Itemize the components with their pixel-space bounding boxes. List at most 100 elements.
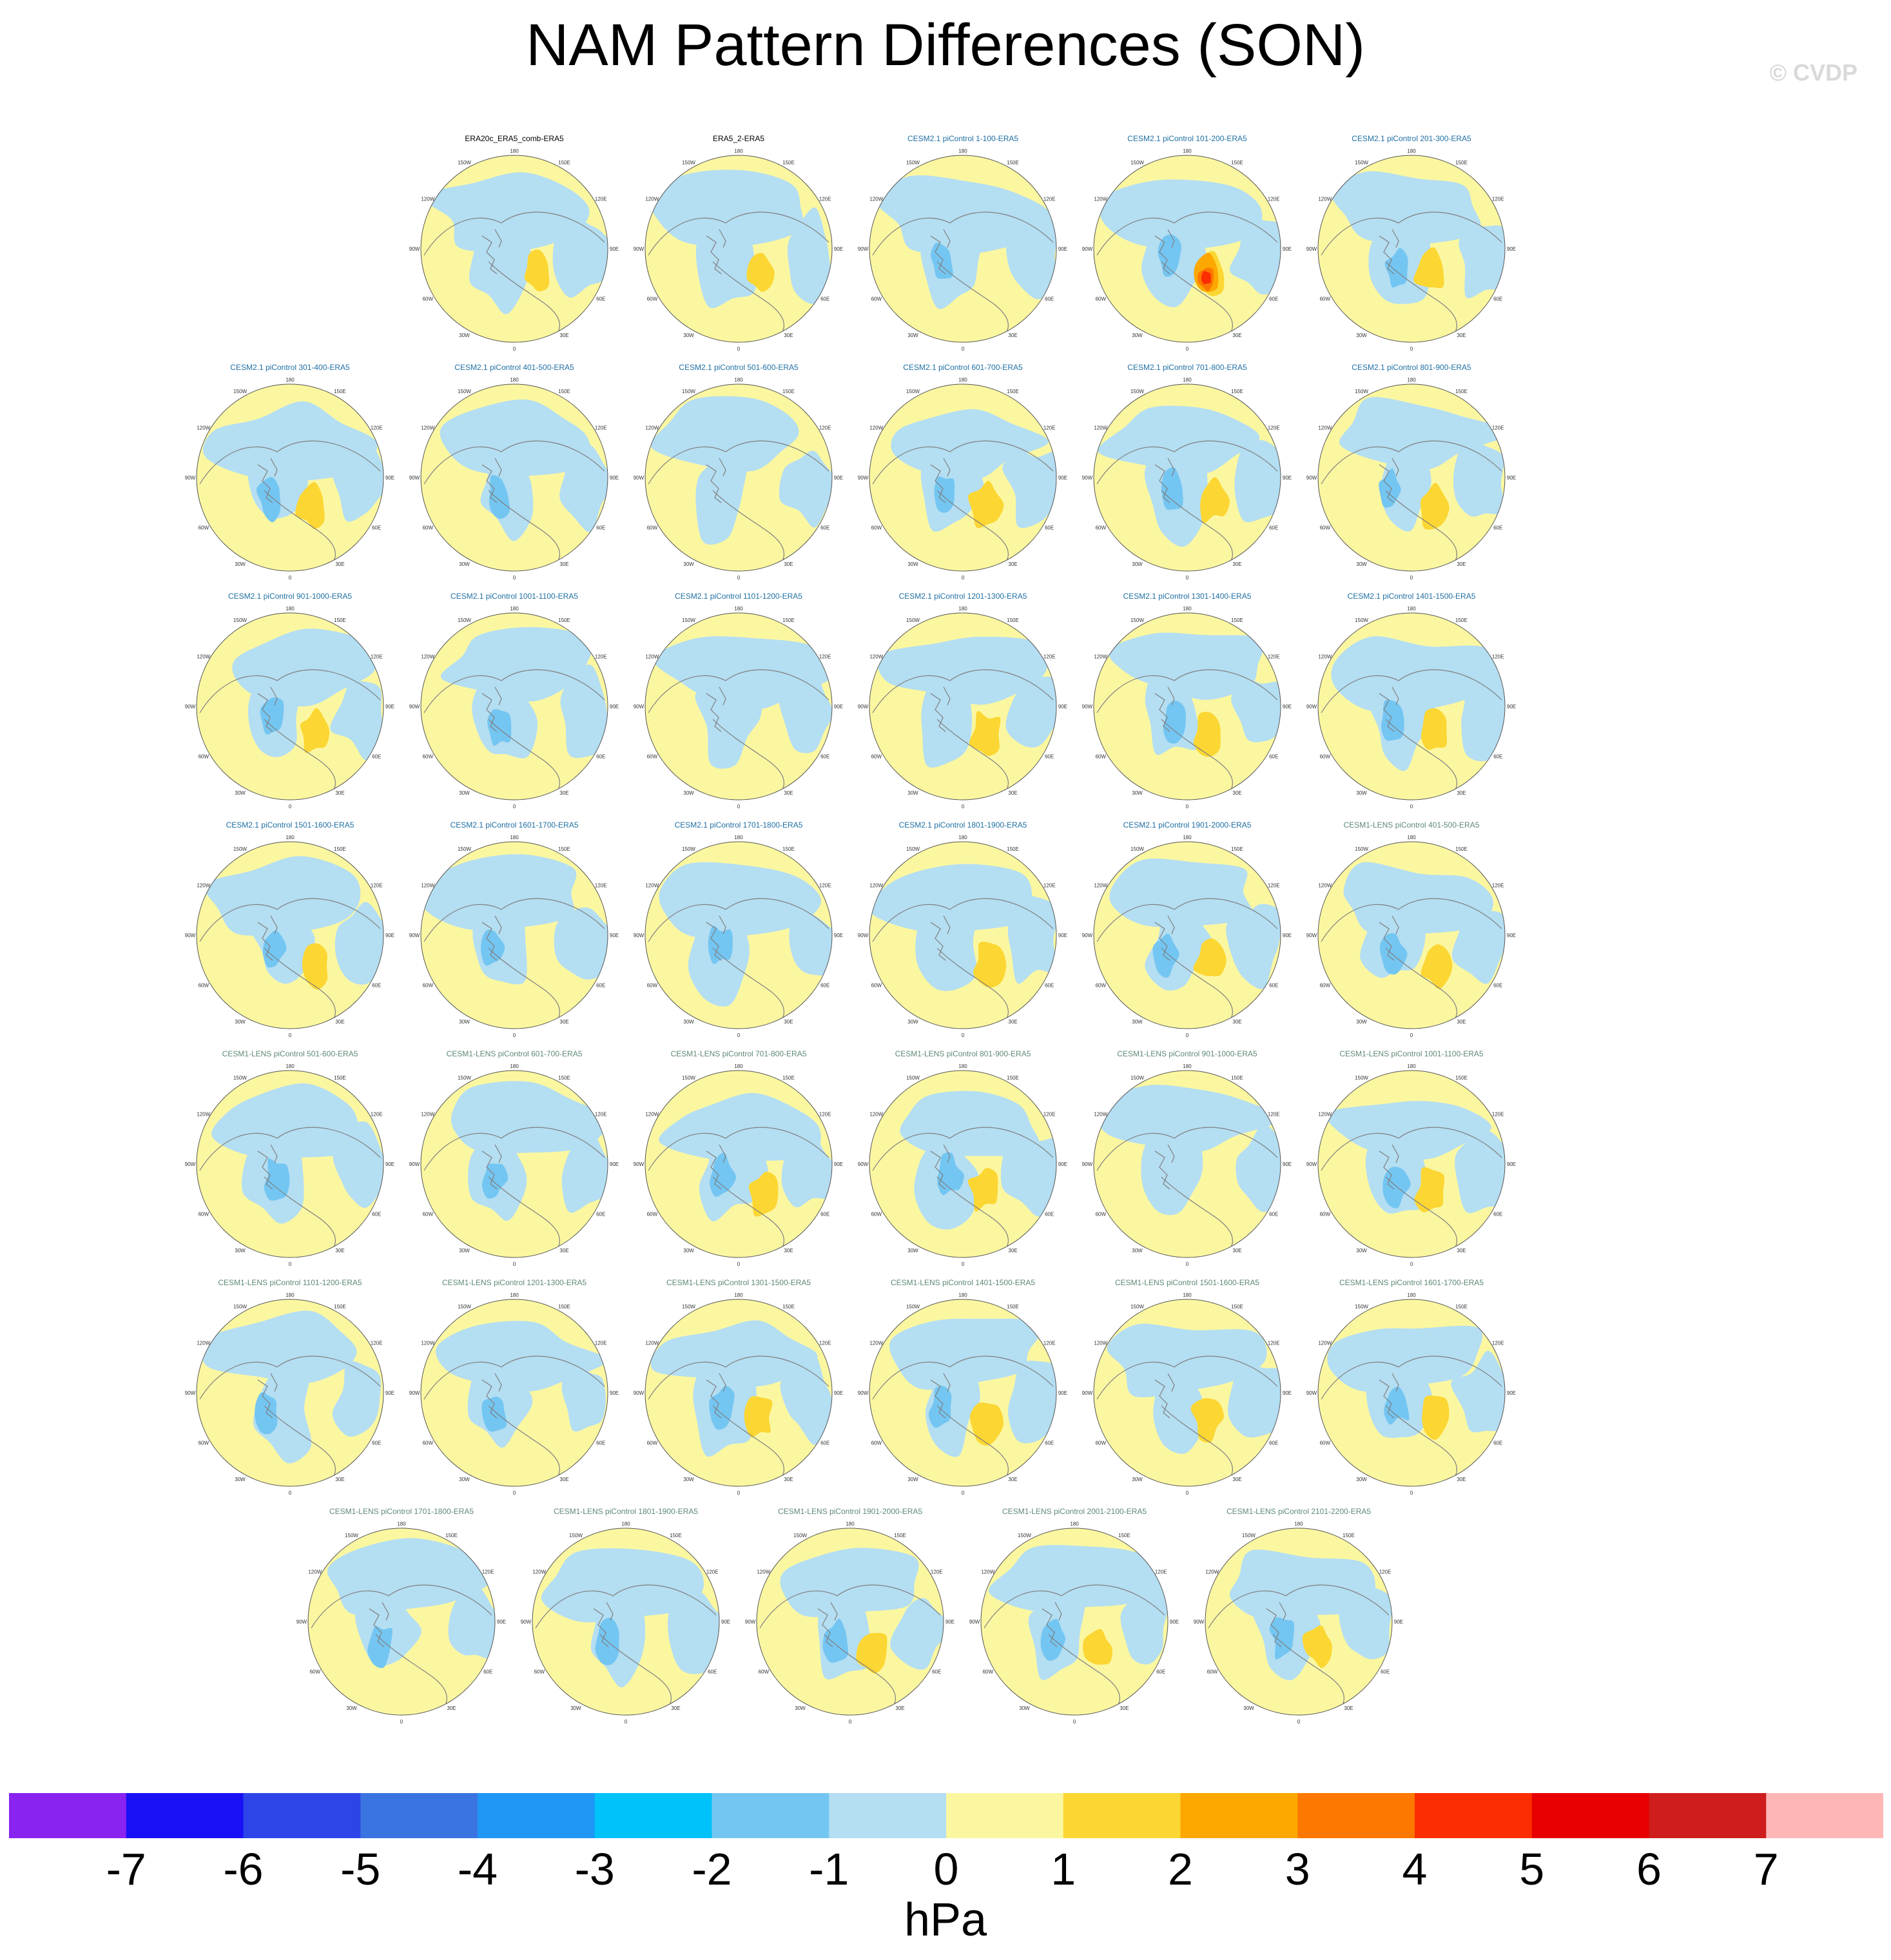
map-panel-title: CESM1-LENS piControl 1801-1900-ERA5: [553, 1507, 699, 1516]
longitude-label: 30E: [1232, 333, 1241, 338]
longitude-label: 60W: [423, 754, 434, 760]
longitude-label: 60W: [423, 1212, 434, 1218]
longitude-label: 90E: [1283, 704, 1292, 710]
map-panel-title: CESM1-LENS piControl 2001-2100-ERA5: [1002, 1507, 1147, 1516]
positive-anomaly-region: [295, 482, 325, 529]
longitude-label: 90E: [1283, 475, 1292, 481]
longitude-label: 60E: [1269, 983, 1278, 989]
positive-anomaly-region: [1420, 483, 1450, 530]
map-panel: CESM2.1 piControl 601-700-ERA5 180 150E 120…: [857, 363, 1069, 582]
negative-anomaly-region: [1002, 451, 1056, 529]
longitude-label: 150W: [458, 389, 471, 394]
longitude-label: 90W: [1082, 1161, 1093, 1167]
longitude-label: 120W: [645, 1112, 659, 1118]
arctic-islands: [1379, 1144, 1399, 1190]
arctic-islands: [706, 686, 726, 732]
negative-anomaly-region: [1451, 906, 1505, 984]
map-boundary: [869, 1070, 1057, 1258]
colorbar-swatch: [1766, 1793, 1883, 1838]
longitude-label: 60E: [708, 1669, 717, 1675]
coastline: [423, 211, 605, 256]
coastline: [1096, 1355, 1278, 1400]
longitude-label: 90E: [945, 1619, 955, 1625]
longitude-label: 90W: [1082, 475, 1093, 481]
negative-anomaly-region: [1234, 440, 1281, 523]
map-panel-title: CESM1-LENS piControl 601-700-ERA5: [446, 1049, 583, 1058]
longitude-label: 60E: [1381, 1669, 1390, 1675]
longitude-label: 120E: [482, 1569, 494, 1575]
map-panel: CESM1-LENS piControl 1901-2000-ERA5 180 15…: [744, 1507, 956, 1726]
longitude-label: 150W: [458, 1075, 471, 1081]
colorbar-tick-label: 2: [1168, 1844, 1193, 1894]
longitude-label: 0: [962, 1261, 965, 1267]
polar-map: 180 150E 120E 90E 60E 30E 0 30W 60W 90W 120W 150W: [296, 1521, 506, 1725]
longitude-label: 150E: [1231, 1075, 1243, 1081]
arctic-islands: [1379, 915, 1399, 961]
positive-anomaly-region: [524, 249, 550, 292]
arctic-islands: [930, 686, 951, 732]
arctic-islands: [481, 686, 502, 732]
longitude-label: 90W: [634, 475, 645, 481]
negative-anomaly-region: [920, 214, 984, 309]
longitude-label: 120W: [197, 1341, 210, 1346]
longitude-label: 60W: [647, 296, 658, 302]
negative-anomaly-region: [440, 626, 594, 702]
coastline: [1096, 898, 1278, 942]
longitude-label: 120E: [706, 1569, 719, 1575]
longitude-label: 30W: [459, 561, 470, 567]
longitude-label: 120E: [1043, 1341, 1056, 1346]
colorbar-tick-label: 5: [1519, 1844, 1545, 1894]
coastline: [936, 1176, 1009, 1255]
longitude-label: 120E: [1043, 197, 1056, 202]
map-boundary: [1093, 383, 1281, 572]
map-panel-title: CESM1-LENS piControl 1201-1300-ERA5: [441, 1278, 587, 1287]
longitude-label: 150W: [682, 160, 695, 166]
longitude-label: 0: [737, 346, 741, 352]
longitude-label: 120W: [869, 1112, 883, 1118]
longitude-label: 60W: [1320, 1441, 1331, 1446]
map-panel: CESM2.1 piControl 201-300-ERA5 180 150E 120…: [1305, 134, 1518, 353]
longitude-label: 120E: [1043, 1112, 1056, 1118]
arctic-islands: [930, 229, 951, 275]
longitude-label: 120W: [1318, 425, 1332, 431]
longitude-label: 120E: [371, 1341, 383, 1346]
longitude-label: 90E: [610, 475, 619, 481]
map-panel: CESM2.1 piControl 301-400-ERA5 180 150E 120…: [184, 363, 396, 582]
longitude-label: 150E: [334, 846, 346, 852]
longitude-label: 30E: [784, 1477, 793, 1482]
longitude-label: 60W: [1320, 754, 1331, 760]
longitude-label: 60E: [596, 296, 605, 302]
map-boundary: [756, 1528, 944, 1716]
longitude-label: 90E: [834, 475, 843, 481]
longitude-label: 60E: [372, 1441, 381, 1446]
longitude-label: 90W: [1082, 1390, 1093, 1396]
arctic-islands: [1379, 1373, 1399, 1419]
longitude-label: 60W: [310, 1669, 321, 1675]
longitude-label: 120W: [197, 654, 210, 660]
map-panel-title: CESM1-LENS piControl 1301-1500-ERA5: [666, 1278, 811, 1287]
negative-anomaly-region: [560, 665, 608, 758]
longitude-label: 90E: [610, 933, 619, 938]
negative-anomaly-region: [1141, 1125, 1203, 1216]
longitude-label: 150W: [906, 617, 920, 623]
longitude-label: 120W: [757, 1569, 770, 1575]
longitude-label: 60E: [1045, 754, 1054, 760]
longitude-label: 150E: [1231, 846, 1243, 852]
negative-anomaly-region: [451, 1081, 608, 1154]
longitude-label: 120E: [1492, 425, 1504, 431]
map-boundary: [420, 383, 608, 572]
negative-anomaly-region: [900, 1091, 1041, 1156]
map-panel: CESM1-LENS piControl 601-700-ERA5 180 150E…: [408, 1049, 621, 1268]
longitude-label: 30W: [1019, 1705, 1030, 1711]
longitude-label: 60W: [1096, 754, 1107, 760]
longitude-label: 90E: [1283, 933, 1292, 938]
longitude-label: 120E: [371, 654, 383, 660]
map-panel: CESM2.1 piControl 901-1000-ERA5 180 150E 12…: [184, 592, 396, 811]
longitude-label: 30E: [1232, 1477, 1241, 1482]
map-boundary: [1317, 612, 1506, 800]
longitude-label: 30E: [335, 1477, 344, 1482]
longitude-label: 60W: [871, 296, 882, 302]
longitude-label: 90W: [1194, 1619, 1205, 1625]
longitude-label: 120W: [1318, 197, 1332, 202]
longitude-label: 150E: [1007, 160, 1019, 166]
